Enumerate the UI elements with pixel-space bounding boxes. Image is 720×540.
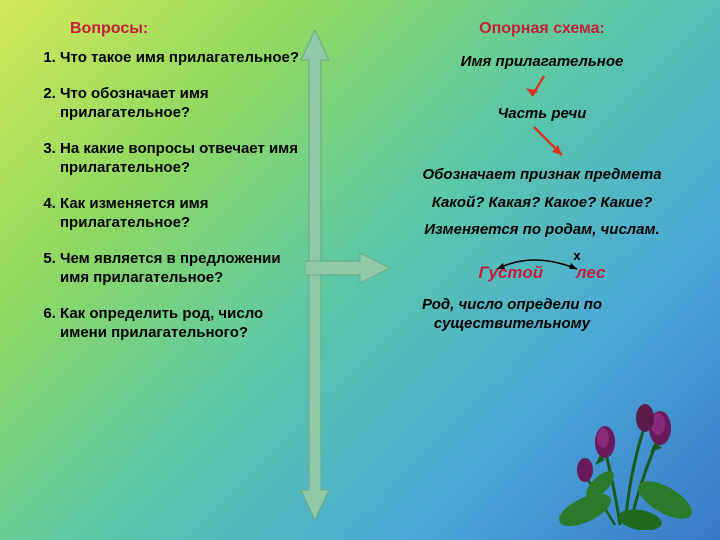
question-item: Как определить род, число имени прилагат…	[60, 304, 304, 343]
schema-line-1: Имя прилагательное	[394, 52, 690, 72]
schema-line-2: Часть речи	[394, 104, 690, 124]
schema-line-6: Род, число определи по существительному	[394, 295, 690, 334]
question-item: Что обозначает имя прилагательное?	[60, 84, 304, 123]
connection-arc-icon	[472, 253, 612, 271]
flower-decoration-icon	[530, 380, 710, 530]
question-item: Чем является в предложении имя прилагате…	[60, 249, 304, 288]
schema-title: Опорная схема:	[394, 20, 690, 38]
schema-line-4: Какой? Какая? Какое? Какие?	[394, 193, 690, 213]
phrase-row: Густой лес	[394, 263, 690, 283]
questions-title: Вопросы:	[70, 20, 304, 38]
schema-line-3: Обозначает признак предмета	[394, 165, 690, 185]
question-item: Как изменяется имя прилагательное?	[60, 194, 304, 233]
horizontal-arrow-icon	[305, 250, 390, 286]
red-arrow-2	[394, 125, 690, 159]
schema-line-5: Изменяется по родам, числам.	[394, 220, 690, 240]
questions-list: Что такое имя прилагательное? Что обозна…	[40, 48, 304, 343]
question-item: Что такое имя прилагательное?	[60, 48, 304, 68]
red-arrow-1	[394, 74, 690, 98]
question-item: На какие вопросы отвечает имя прилагател…	[60, 139, 304, 178]
